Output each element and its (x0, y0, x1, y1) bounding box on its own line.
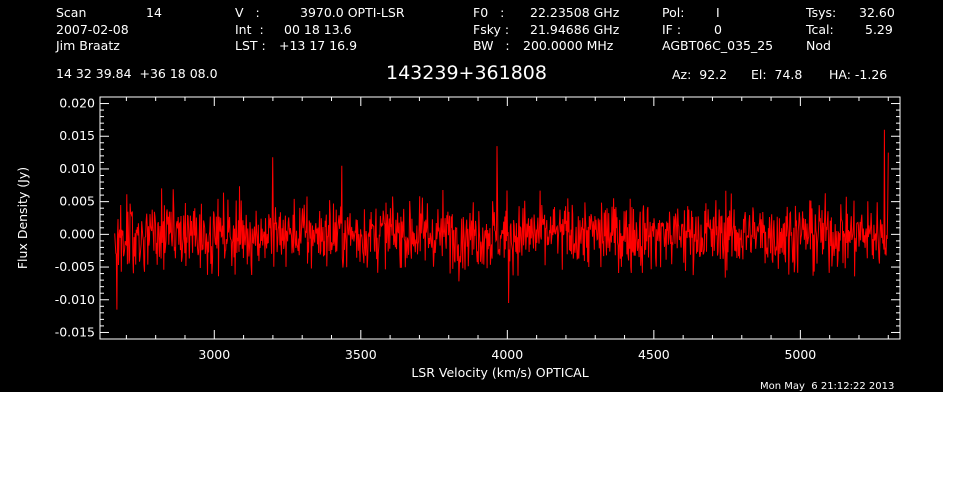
scan-value: 14 (146, 5, 162, 20)
observation-date: 2007-02-08 (56, 22, 129, 37)
polarization-label: Pol: (662, 5, 685, 20)
if-value: 0 (714, 22, 722, 37)
y-axis-label: Flux Density (Jy) (15, 167, 30, 269)
if-label: IF : (662, 22, 682, 37)
tcal-value: 5.29 (865, 22, 893, 37)
velocity-value: 3970.0 OPTI-LSR (300, 5, 405, 20)
lst-value: +13 17 16.9 (279, 38, 358, 53)
f0-value: 22.23508 GHz (530, 5, 620, 20)
integration-label: Int : (235, 22, 264, 37)
x-tick-label: 3000 (198, 347, 230, 362)
y-tick-label: 0.005 (59, 194, 95, 209)
tsys-value: 32.60 (859, 5, 895, 20)
x-tick-label: 4000 (491, 347, 523, 362)
y-tick-label: 0.010 (59, 161, 95, 176)
project-id: AGBT06C_035_25 (662, 38, 774, 53)
azimuth: Az: 92.2 (672, 67, 728, 82)
plot-timestamp: Mon May 6 21:12:22 2013 (760, 381, 895, 392)
spectrum-trace (114, 129, 889, 310)
source-name: 143239+361808 (386, 62, 547, 84)
x-tick-label: 3500 (345, 347, 377, 362)
tcal-label: Tcal: (806, 22, 834, 37)
y-tick-label: 0.020 (59, 96, 95, 111)
observer-name: Jim Braatz (56, 38, 120, 53)
bandwidth-value: 200.0000 MHz (523, 38, 614, 53)
y-tick-label: -0.005 (55, 259, 95, 274)
polarization-value: I (716, 5, 720, 20)
x-tick-label: 5000 (784, 347, 816, 362)
y-tick-label: 0.015 (59, 128, 95, 143)
integration-value: 00 18 13.6 (284, 22, 352, 37)
x-axis-label: LSR Velocity (km/s) OPTICAL (411, 365, 588, 380)
axis-ticks: 3000 3500 4000 4500 5000 -0.015 -0.010 -0.005 0.… (55, 96, 900, 362)
scan-label: Scan (56, 5, 87, 20)
axes-frame (99, 96, 901, 340)
x-tick-label: 4500 (638, 347, 670, 362)
y-tick-label: -0.015 (55, 324, 95, 339)
fsky-label: Fsky : (473, 22, 510, 37)
f0-label: F0 : (473, 5, 505, 20)
tsys-label: Tsys: (806, 5, 837, 20)
y-tick-label: -0.010 (55, 292, 95, 307)
source-coordinates: 14 32 39.84 +36 18 08.0 (56, 66, 218, 81)
spectrum-trace-group (114, 129, 889, 310)
velocity-label: V : (235, 5, 260, 20)
y-tick-label: 0.000 (59, 226, 95, 241)
elevation: El: 74.8 (751, 67, 803, 82)
bandwidth-label: BW : (473, 38, 510, 53)
hour-angle: HA: -1.26 (829, 67, 888, 82)
fsky-value: 21.94686 GHz (530, 22, 620, 37)
lst-label: LST : (235, 38, 266, 53)
spectrum-chart: 3000 3500 4000 4500 5000 -0.015 -0.010 -0.005 0.… (15, 96, 901, 380)
plot-window: Scan 14 2007-02-08 Jim Braatz V : 3970.0… (0, 0, 943, 392)
observing-mode: Nod (806, 38, 831, 53)
